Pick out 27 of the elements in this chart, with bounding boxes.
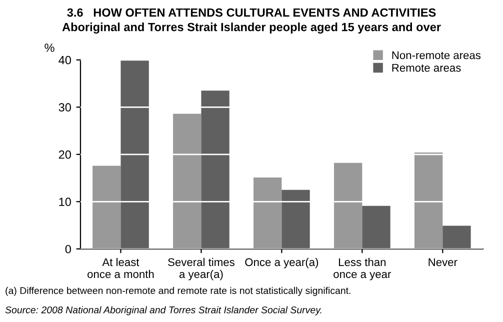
source-note: Source: 2008 National Aboriginal and Torres Strait Islander Social Survey.	[5, 306, 322, 316]
y-tick-label: 10	[59, 198, 71, 206]
bar	[362, 206, 390, 249]
x-tick-label: Several times a year(a)	[168, 258, 234, 280]
bar	[201, 90, 230, 249]
x-tick-label: Less than once a year	[334, 258, 392, 280]
text: (a) Difference between non-remote and remote rate is not statistically significant.	[6, 286, 350, 296]
legend-label: Remote areas	[392, 64, 461, 72]
bar	[414, 152, 443, 249]
y-tick-label: 0	[65, 244, 71, 254]
bar	[334, 162, 362, 249]
bar	[173, 114, 202, 249]
y-axis-title: %	[44, 44, 54, 52]
bar	[120, 60, 149, 249]
bar	[254, 178, 282, 249]
legend-label: Non-remote areas	[392, 51, 481, 60]
x-tick-label: Once a year(a)	[245, 258, 318, 268]
bar	[442, 226, 471, 249]
bar	[92, 166, 121, 249]
y-tick-label: 30	[58, 103, 71, 112]
y-tick-label: 40	[58, 56, 71, 64]
x-tick-label: Never	[428, 258, 458, 266]
x-tick-label: At least once a month	[88, 258, 154, 278]
bar	[282, 190, 310, 249]
chart-title: 3.6 HOW OFTEN ATTENDS CULTURAL EVENTS AND ACTIVITIES	[67, 8, 436, 17]
y-tick-label: 20	[58, 150, 71, 159]
chart-subtitle: Aboriginal and Torres Strait Islander people aged 15 years and over	[62, 22, 441, 34]
